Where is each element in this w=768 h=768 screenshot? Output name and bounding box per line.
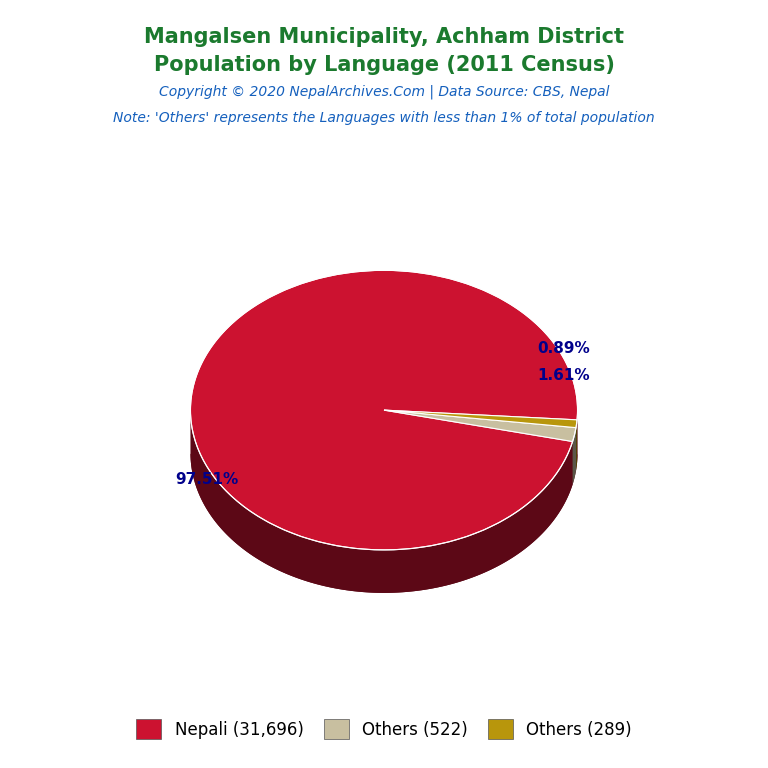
Text: Note: 'Others' represents the Languages with less than 1% of total population: Note: 'Others' represents the Languages … [113,111,655,125]
Text: Population by Language (2011 Census): Population by Language (2011 Census) [154,55,614,75]
Polygon shape [384,410,576,442]
Text: Copyright © 2020 NepalArchives.Com | Data Source: CBS, Nepal: Copyright © 2020 NepalArchives.Com | Dat… [159,84,609,99]
Polygon shape [573,428,576,485]
Polygon shape [190,270,578,550]
Polygon shape [190,411,578,593]
Text: 97.51%: 97.51% [175,472,238,488]
Text: Mangalsen Municipality, Achham District: Mangalsen Municipality, Achham District [144,27,624,47]
Text: 0.89%: 0.89% [538,341,590,356]
Legend: Nepali (31,696), Others (522), Others (289): Nepali (31,696), Others (522), Others (2… [130,712,638,746]
Polygon shape [384,410,577,428]
Polygon shape [576,420,577,471]
Polygon shape [190,410,578,593]
Text: 1.61%: 1.61% [538,368,590,382]
